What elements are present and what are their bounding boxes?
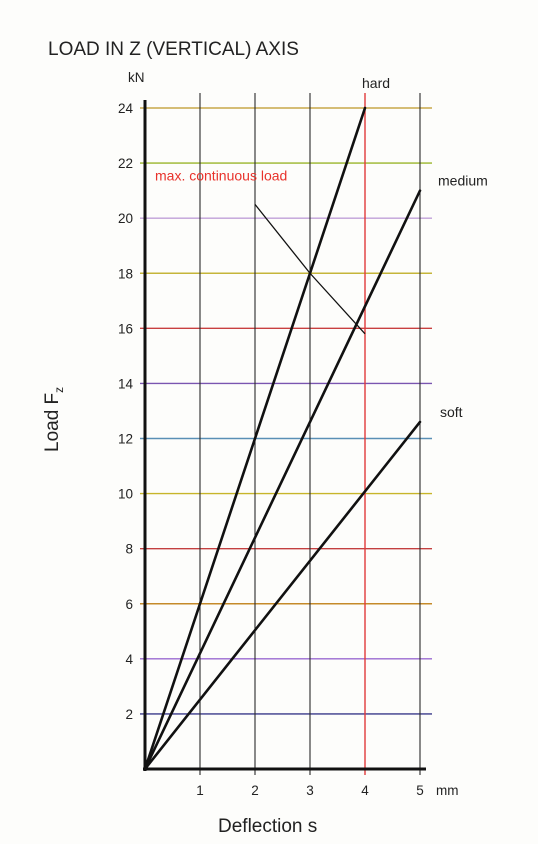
y-axis-title: Load F <box>42 393 63 452</box>
y-tick-label-8: 8 <box>125 542 133 557</box>
x-unit-label: mm <box>436 783 459 798</box>
y-tick-label-14: 14 <box>118 376 134 391</box>
series-layer: hard medium soft <box>143 75 488 771</box>
annotation-leader-1 <box>309 272 366 335</box>
y-tick-label-22: 22 <box>118 156 133 171</box>
y-axis-title-subscript: z <box>52 387 66 393</box>
y-tick-label-6: 6 <box>125 597 133 612</box>
x-tick-label-1: 1 <box>196 783 204 798</box>
series-line-soft <box>143 420 422 771</box>
chart-title: LOAD IN Z (VERTICAL) AXIS <box>48 39 299 60</box>
x-tick-label-5: 5 <box>416 783 424 798</box>
series-label-medium: medium <box>438 173 488 189</box>
y-tick-label-10: 10 <box>118 487 133 502</box>
y-tick-label-20: 20 <box>118 211 133 226</box>
series-line-medium <box>143 189 422 771</box>
y-axis-title-group: Load Fz <box>42 387 66 452</box>
grid-layer <box>140 93 432 775</box>
y-tick-label-16: 16 <box>118 321 133 336</box>
y-unit-label: kN <box>128 70 145 85</box>
y-tick-label-2: 2 <box>125 707 133 722</box>
x-tick-label-3: 3 <box>306 783 314 798</box>
y-tick-label-18: 18 <box>118 266 133 281</box>
annotation-label-max-continuous-load: max. continuous load <box>155 167 287 183</box>
x-axis-title: Deflection s <box>218 816 317 837</box>
y-tick-label-4: 4 <box>125 652 133 667</box>
y-tick-label-24: 24 <box>118 101 134 116</box>
series-label-soft: soft <box>440 404 463 420</box>
annotation-layer: max. continuous load <box>155 167 366 335</box>
svg-text:Load Fz: Load Fz <box>42 387 66 452</box>
series-label-hard: hard <box>362 75 390 91</box>
x-tick-label-4: 4 <box>361 783 369 798</box>
x-tick-label-2: 2 <box>251 783 259 798</box>
series-line-hard <box>143 106 367 771</box>
annotation-leader-0 <box>254 203 311 274</box>
axis-layer <box>143 100 426 771</box>
y-tick-label-12: 12 <box>118 432 133 447</box>
